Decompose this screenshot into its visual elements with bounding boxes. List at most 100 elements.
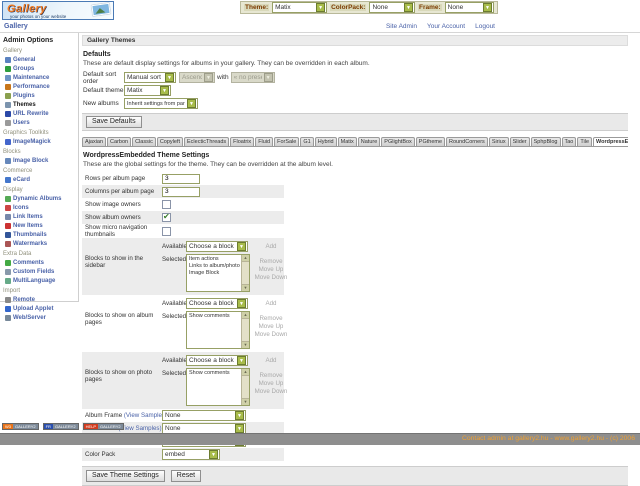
sidebar-item-upload-applet[interactable]: Upload Applet	[5, 304, 78, 313]
tab-siriux[interactable]: Siriux	[488, 137, 509, 146]
show-micro-nav-checkbox[interactable]	[162, 226, 171, 236]
scrollbar[interactable]: ▲ ▼	[241, 312, 249, 348]
blocks-album-selected-list[interactable]: Show comments ▲ ▼	[186, 311, 250, 349]
gallery-home-link[interactable]: Gallery	[4, 23, 28, 30]
add-action[interactable]: Add	[265, 300, 277, 307]
show-album-owners-checkbox[interactable]	[162, 212, 171, 222]
move-down-action[interactable]: Move Down	[254, 274, 288, 281]
album-frame-select[interactable]: None ▼	[162, 410, 246, 421]
tab-carbon[interactable]: Carbon	[107, 137, 132, 146]
blocks-album-choose-select[interactable]: Choose a block ▼	[186, 298, 248, 309]
logout-link[interactable]: Logout	[475, 23, 495, 30]
tab-floatrix[interactable]: Floatrix	[230, 137, 255, 146]
columns-per-page-input[interactable]	[162, 186, 200, 197]
move-down-action[interactable]: Move Down	[254, 388, 288, 395]
tab-forsale[interactable]: ForSale	[274, 137, 300, 146]
list-item[interactable]: Show comments	[189, 370, 230, 376]
sidebar-item-multilanguage[interactable]: MultiLanguage	[5, 276, 78, 285]
sidebar-item-plugins[interactable]: Plugins	[5, 91, 78, 100]
sidebar-item-ecard[interactable]: eCard	[5, 175, 78, 184]
add-action[interactable]: Add	[265, 243, 277, 250]
sidebar-item-dynamic-albums[interactable]: Dynamic Albums	[5, 194, 78, 203]
sidebar-item-themes[interactable]: Themes	[5, 100, 78, 109]
list-item[interactable]: Links to album/photo peers	[189, 263, 250, 269]
scroll-up-icon[interactable]: ▲	[242, 369, 249, 376]
tab-classic[interactable]: Classic	[132, 137, 156, 146]
your-account-link[interactable]: Your Account	[427, 23, 466, 30]
sidebar-item-link-items[interactable]: Link Items	[5, 212, 78, 221]
scrollbar[interactable]: ▲ ▼	[241, 369, 249, 405]
default-theme-select[interactable]: Matix ▼	[124, 85, 171, 96]
tab-nature[interactable]: Nature	[357, 137, 381, 146]
gallery-logo[interactable]: Gallery your photos on your website	[2, 1, 114, 20]
sidebar-item-imagemagick[interactable]: ImageMagick	[5, 137, 78, 146]
sidebar-item-image-block[interactable]: Image Block	[5, 156, 78, 165]
tab-hybrid[interactable]: Hybrid	[314, 137, 337, 146]
blocks-photo-choose-select[interactable]: Choose a block ▼	[186, 355, 248, 366]
scrollbar[interactable]: ▲ ▼	[241, 255, 249, 291]
tab-slider[interactable]: Slider	[509, 137, 530, 146]
badge[interactable]: FR GALLERY2	[42, 423, 79, 430]
scroll-down-icon[interactable]: ▼	[242, 284, 249, 291]
sidebar-item-new-items[interactable]: New Items	[5, 221, 78, 230]
sidebar-item-users[interactable]: Users	[5, 118, 78, 127]
tab-tao[interactable]: Tao	[561, 137, 577, 146]
site-admin-link[interactable]: Site Admin	[385, 23, 418, 30]
sidebar-item-performance[interactable]: Performance	[5, 82, 78, 91]
sidebar-item-watermarks[interactable]: Watermarks	[5, 239, 78, 248]
sidebar-item-maintenance[interactable]: Maintenance	[5, 73, 78, 82]
badge[interactable]: W3 GALLERY2	[2, 423, 39, 430]
add-action[interactable]: Add	[265, 357, 277, 364]
new-albums-select[interactable]: Inherit settings from parent album ▼	[124, 98, 198, 109]
list-item[interactable]: Item actions	[189, 256, 219, 262]
move-down-action[interactable]: Move Down	[254, 331, 288, 338]
blocks-sidebar-selected-list[interactable]: Item actions Links to album/photo peers …	[186, 254, 250, 292]
sidebar-item-url-rewrite[interactable]: URL Rewrite	[5, 109, 78, 118]
sidebar-item-general[interactable]: General	[5, 55, 78, 64]
tab-wordpressembedded[interactable]: WordpressEmbedded	[593, 137, 628, 146]
remove-action[interactable]: Remove	[259, 315, 283, 322]
rows-per-page-input[interactable]	[162, 173, 200, 184]
save-defaults-button[interactable]: Save Defaults	[86, 116, 142, 128]
move-up-action[interactable]: Move Up	[258, 266, 284, 273]
tab-g1[interactable]: G1	[300, 137, 314, 146]
scroll-up-icon[interactable]: ▲	[242, 255, 249, 262]
save-theme-settings-button[interactable]: Save Theme Settings	[86, 470, 165, 482]
scroll-down-icon[interactable]: ▼	[242, 341, 249, 348]
scroll-up-icon[interactable]: ▲	[242, 312, 249, 319]
sidebar-item-icons[interactable]: Icons	[5, 203, 78, 212]
list-item[interactable]: Image Block	[189, 270, 220, 276]
blocks-sidebar-choose-select[interactable]: Choose a block ▼	[186, 241, 248, 252]
reset-button[interactable]: Reset	[170, 470, 202, 482]
colorpack-select[interactable]: None ▼	[369, 2, 415, 13]
default-sort-order-select[interactable]: Manual sort order ▼	[124, 72, 176, 83]
album-frame-view-samples-link[interactable]: (View Samples)	[123, 412, 168, 419]
sidebar-item-thumbnails[interactable]: Thumbnails	[5, 230, 78, 239]
tab-eclecticthreads[interactable]: EclecticThreads	[184, 137, 230, 146]
tab-matix[interactable]: Matix	[337, 137, 357, 146]
theme-select[interactable]: Matix ▼	[272, 2, 328, 13]
frame-select[interactable]: None ▼	[444, 2, 494, 13]
color-pack-select[interactable]: embed ▼	[162, 449, 220, 460]
sidebar-item-web-server[interactable]: Web/Server	[5, 313, 78, 322]
scroll-down-icon[interactable]: ▼	[242, 398, 249, 405]
sidebar-item-groups[interactable]: Groups	[5, 64, 78, 73]
tab-tile[interactable]: Tile	[577, 137, 593, 146]
sidebar-item-custom-fields[interactable]: Custom Fields	[5, 267, 78, 276]
move-up-action[interactable]: Move Up	[258, 323, 284, 330]
tab-sphpblog[interactable]: SphpBlog	[530, 137, 561, 146]
tab-ajaxian[interactable]: Ajaxian	[82, 137, 107, 146]
show-image-owners-checkbox[interactable]	[162, 200, 171, 209]
tab-roundcorners[interactable]: RoundCorners	[446, 137, 488, 146]
tab-copyleft[interactable]: Copyleft	[156, 137, 184, 146]
blocks-photo-selected-list[interactable]: Show comments ▲ ▼	[186, 368, 250, 406]
badge[interactable]: HELP GALLERY2	[82, 423, 124, 430]
sidebar-item-comments[interactable]: Comments	[5, 258, 78, 267]
tab-fluid[interactable]: Fluid	[255, 137, 274, 146]
tab-pglightbox[interactable]: PGlightBox	[381, 137, 415, 146]
sidebar-item-remote[interactable]: Remote	[5, 295, 78, 304]
list-item[interactable]: Show comments	[189, 313, 230, 319]
remove-action[interactable]: Remove	[259, 258, 283, 265]
item-frame-view-samples-link[interactable]: (View Samples)	[118, 425, 162, 432]
remove-action[interactable]: Remove	[259, 372, 283, 379]
